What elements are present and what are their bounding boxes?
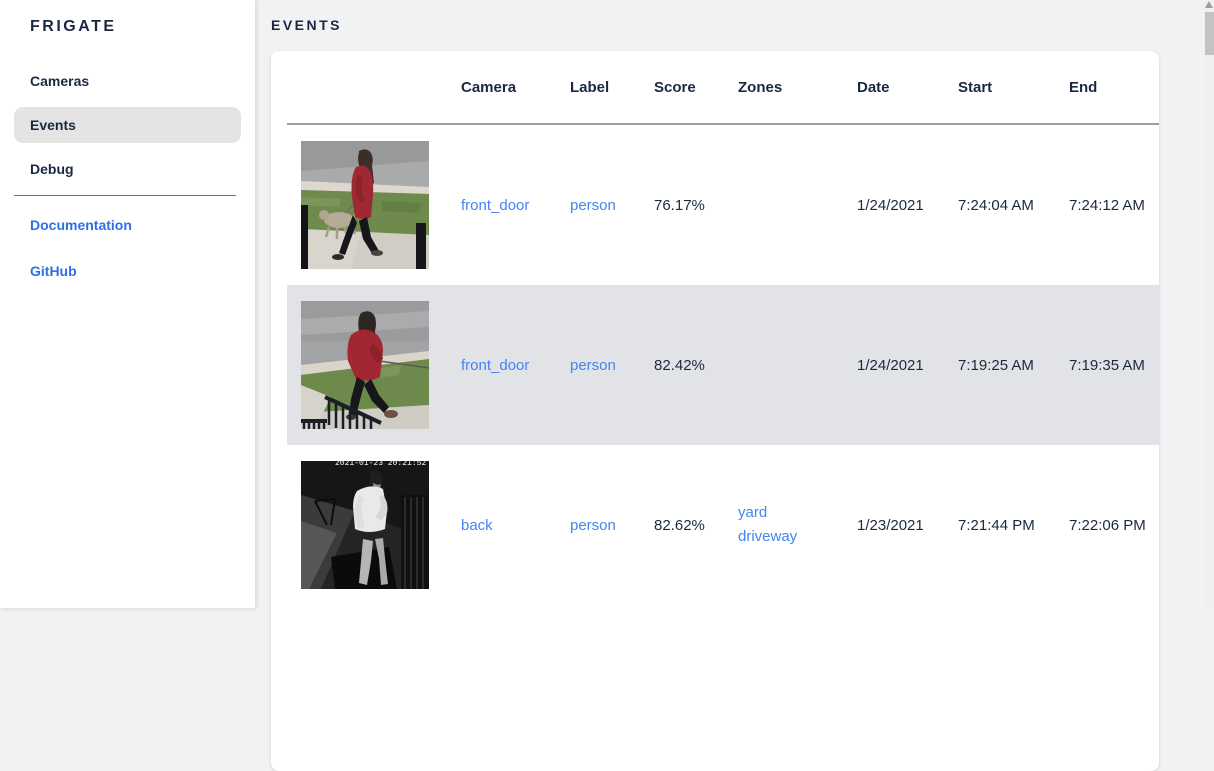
label-link[interactable]: person <box>570 516 616 534</box>
events-table-card: Camera Label Score Zones Date Start End <box>271 51 1159 771</box>
date-value: 1/23/2021 <box>857 516 924 534</box>
sidebar-item-label: Cameras <box>30 73 90 89</box>
sidebar-link-documentation[interactable]: Documentation <box>30 217 132 233</box>
thumbnail-cell: 2021-01-23 20:21:52 <box>287 461 461 589</box>
score-value: 82.62% <box>654 516 705 534</box>
sidebar-item-label: Events <box>30 117 76 133</box>
camera-link[interactable]: back <box>461 516 493 534</box>
column-header-camera: Camera <box>461 78 517 96</box>
column-header-score: Score <box>654 78 696 96</box>
sidebar-item-debug[interactable]: Debug <box>14 151 241 187</box>
event-thumbnail[interactable] <box>301 301 429 429</box>
table-header: Camera Label Score Zones Date Start End <box>287 51 1159 125</box>
table-row[interactable]: front_door person 76.17% 1/24/2021 7:24:… <box>287 125 1159 285</box>
page-title: EVENTS <box>271 17 343 33</box>
column-header-end: End <box>1069 78 1098 96</box>
column-header-zones: Zones <box>738 78 783 96</box>
end-value: 7:22:06 PM <box>1069 516 1146 534</box>
label-link[interactable]: person <box>570 356 616 374</box>
sidebar-item-label: Debug <box>30 161 74 177</box>
app-logo: FRIGATE <box>30 18 117 35</box>
zone-link[interactable]: yard <box>738 504 768 521</box>
scrollbar[interactable] <box>1204 0 1214 608</box>
event-thumbnail[interactable] <box>301 141 429 269</box>
label-link[interactable]: person <box>570 196 616 214</box>
thumbnail-cell <box>287 301 461 429</box>
start-value: 7:24:04 AM <box>958 196 1034 214</box>
sidebar-divider <box>14 195 236 196</box>
main-content: EVENTS Camera Label Score Zones Date Sta… <box>255 0 1204 771</box>
start-value: 7:21:44 PM <box>958 516 1035 534</box>
zone-link[interactable]: driveway <box>738 528 798 545</box>
table-row[interactable]: front_door person 82.42% 1/24/2021 7:19:… <box>287 285 1159 445</box>
event-thumbnail[interactable]: 2021-01-23 20:21:52 <box>301 461 429 589</box>
date-value: 1/24/2021 <box>857 196 924 214</box>
sidebar-item-cameras[interactable]: Cameras <box>14 63 241 99</box>
thumbnail-cell <box>287 141 461 269</box>
start-value: 7:19:25 AM <box>958 356 1034 374</box>
scrollbar-thumb[interactable] <box>1205 12 1214 55</box>
sidebar-links: Documentation GitHub <box>0 217 255 279</box>
sidebar-link-github[interactable]: GitHub <box>30 263 77 279</box>
column-header-start: Start <box>958 78 993 96</box>
sidebar-nav: Cameras Events Debug <box>14 63 241 187</box>
sidebar-item-events[interactable]: Events <box>14 107 241 143</box>
scroll-up-icon[interactable] <box>1205 1 1213 8</box>
camera-link[interactable]: front_door <box>461 196 530 214</box>
sidebar: FRIGATE Cameras Events Debug Documentati… <box>0 0 255 608</box>
date-value: 1/24/2021 <box>857 356 924 374</box>
thumbnail-timestamp-overlay: 2021-01-23 20:21:52 <box>335 461 426 468</box>
end-value: 7:19:35 AM <box>1069 356 1145 374</box>
score-value: 76.17% <box>654 196 705 214</box>
end-value: 7:24:12 AM <box>1069 196 1145 214</box>
score-value: 82.42% <box>654 356 705 374</box>
column-header-label: Label <box>570 78 610 96</box>
column-header-date: Date <box>857 78 890 96</box>
zones-cell: yard driveway <box>738 501 857 549</box>
camera-link[interactable]: front_door <box>461 356 530 374</box>
table-row[interactable]: 2021-01-23 20:21:52 back person 82.62% y… <box>287 445 1159 605</box>
